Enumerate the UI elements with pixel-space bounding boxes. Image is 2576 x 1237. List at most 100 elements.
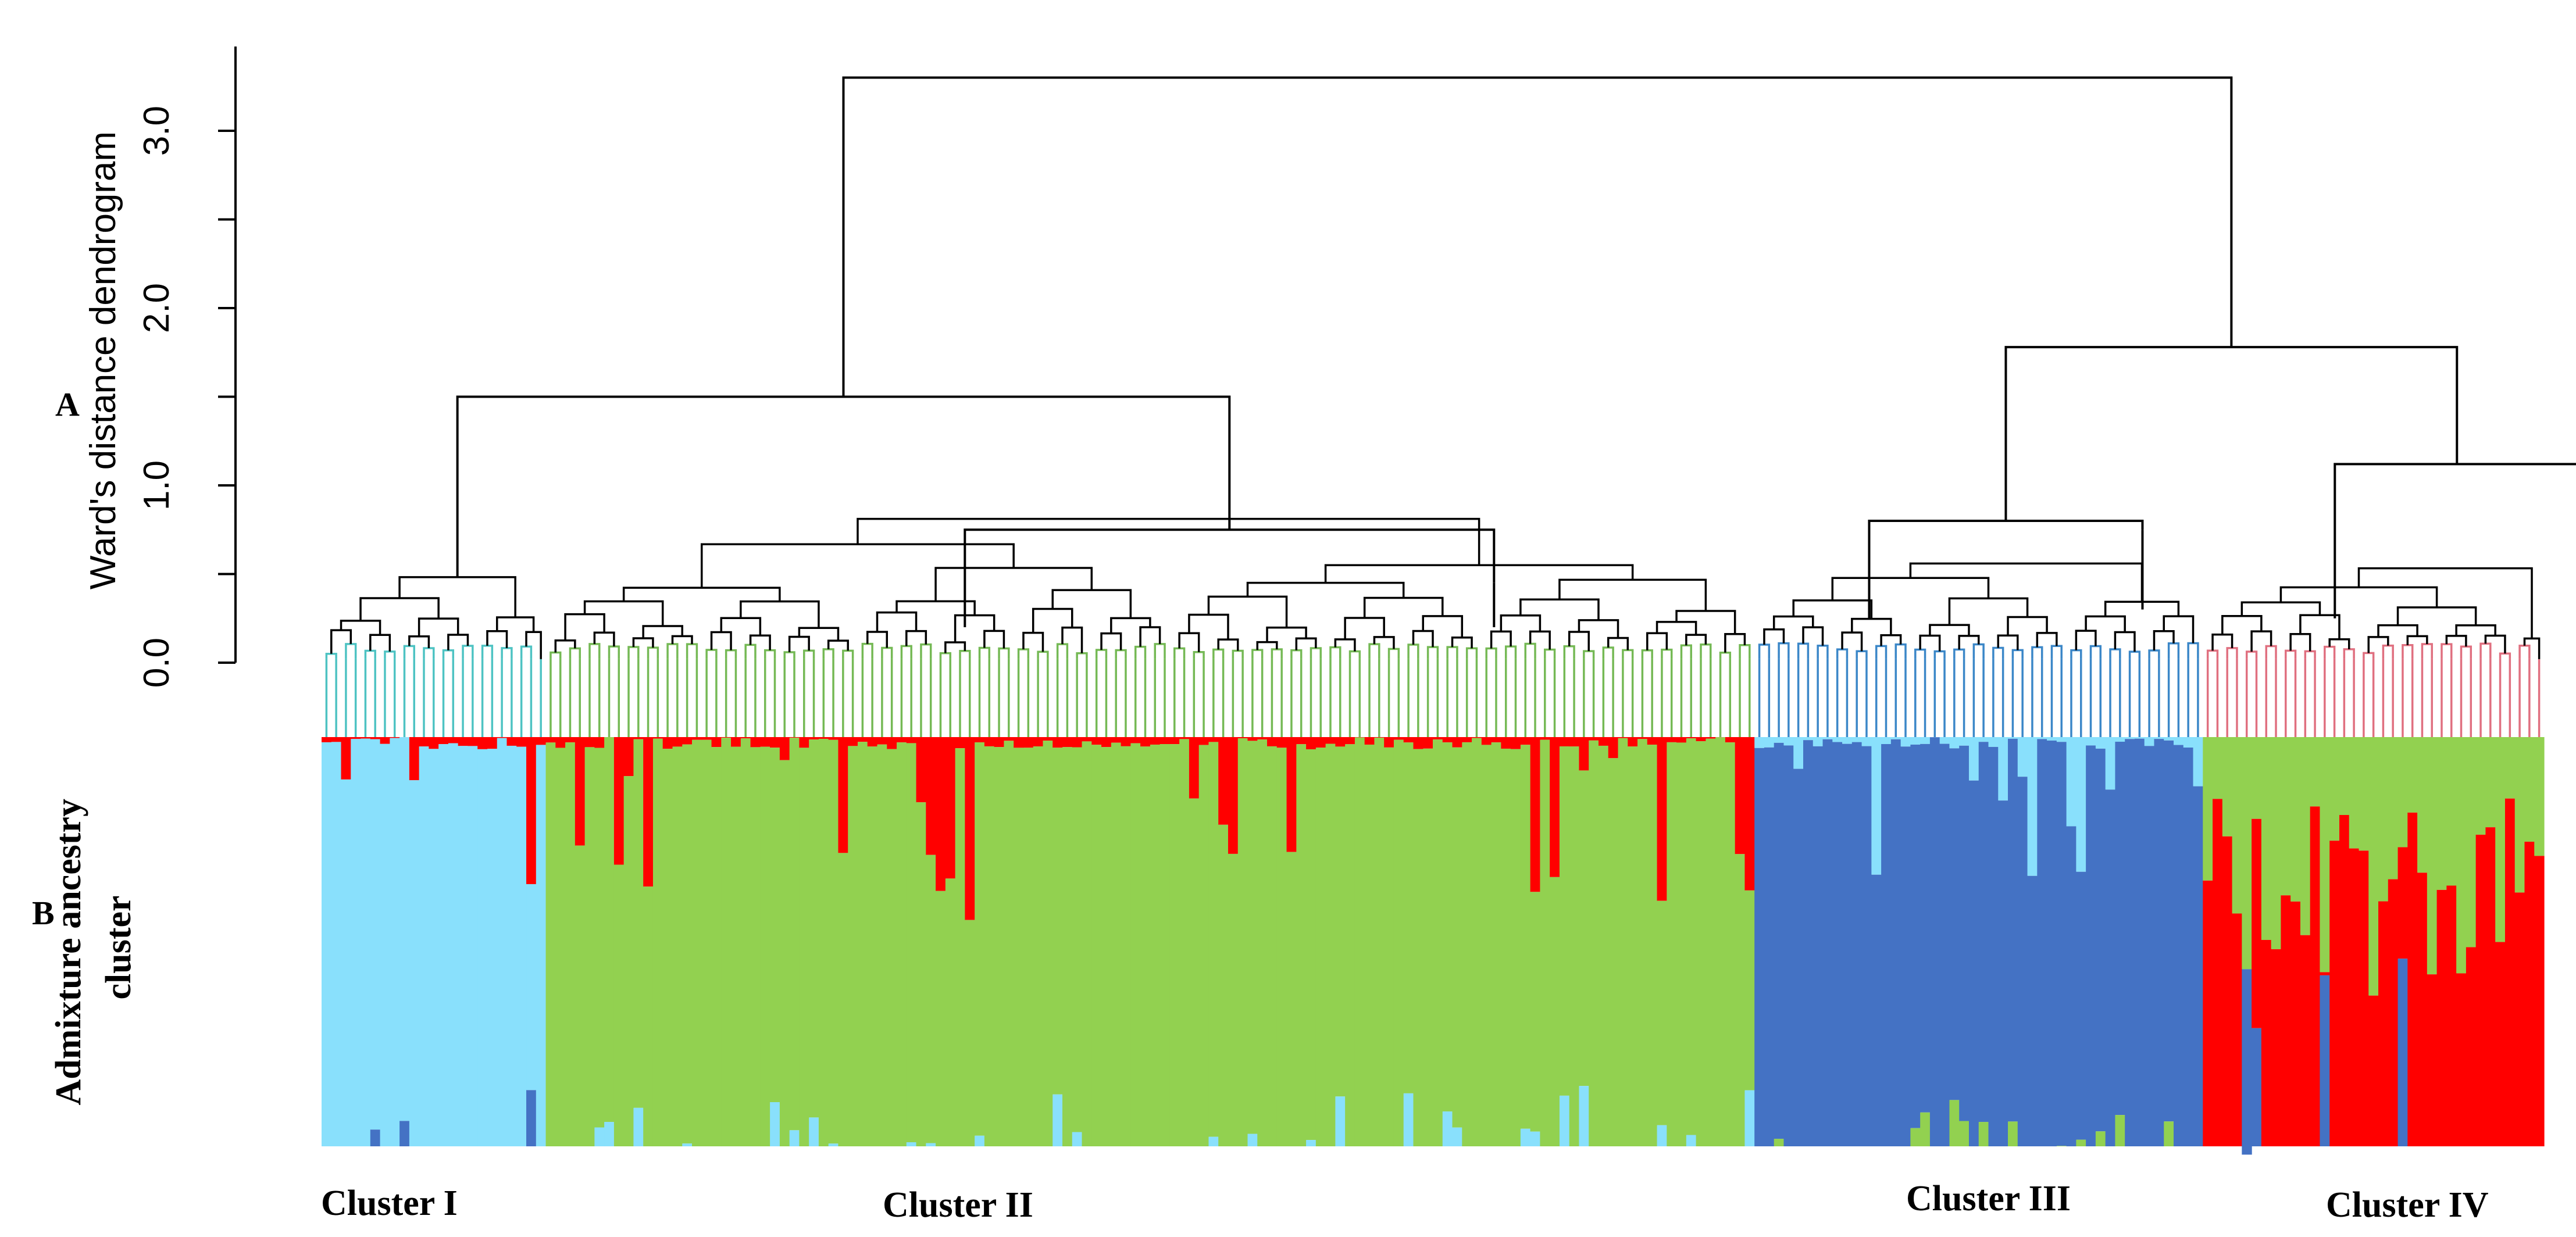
admixture-segment-ancestry-2 (2359, 737, 2369, 851)
admixture-segment-ancestry-2 (838, 853, 848, 1146)
admixture-segment-ancestry-1 (1803, 737, 1814, 741)
subtree-merge (1933, 650, 1946, 659)
admixture-segment-ancestry-4 (994, 737, 1005, 748)
admixture-segment-ancestry-4 (1345, 737, 1355, 745)
admixture-segment-ancestry-2 (1179, 739, 1190, 1146)
admixture-segment-ancestry-4 (2397, 847, 2408, 959)
admixture-segment-ancestry-4 (1393, 737, 1404, 740)
subtree-merge (1758, 643, 1771, 659)
subtree-merge (1256, 641, 1278, 650)
admixture-segment-ancestry-2 (1657, 900, 1667, 1125)
admixture-segment-ancestry-4 (1082, 737, 1092, 742)
admixture-segment-ancestry-3 (1832, 742, 1843, 1146)
admixture-segment-ancestry-1 (1949, 737, 1960, 749)
admixture-segment-ancestry-2 (740, 738, 751, 1146)
admixture-segment-ancestry-4 (584, 737, 595, 748)
admixture-segment-ancestry-4 (1033, 737, 1044, 747)
admixture-segment-ancestry-4 (857, 737, 868, 742)
admixture-segment-ancestry-4 (1608, 737, 1619, 759)
admixture-segment-ancestry-4 (2310, 806, 2321, 1146)
admixture-segment-ancestry-4 (1062, 737, 1073, 748)
subtree-merge (2007, 616, 2048, 636)
subtree-merge (1251, 649, 1264, 659)
admixture-segment-ancestry-4 (2456, 973, 2467, 1146)
admixture-segment-ancestry-2 (1491, 742, 1501, 1146)
admixture-segment-ancestry-4 (380, 737, 390, 744)
admixture-segment-ancestry-2 (2329, 737, 2340, 841)
admixture-segment-ancestry-1 (1959, 737, 1970, 746)
admixture-segment-ancestry-4 (936, 737, 946, 891)
admixture-segment-ancestry-3 (1929, 737, 1940, 1146)
admixture-segment-ancestry-1 (1306, 1140, 1316, 1146)
subtree-merge (486, 630, 508, 648)
subtree-merge (2343, 648, 2355, 659)
admixture-segment-ancestry-2 (1706, 738, 1716, 1146)
admixture-segment-ancestry-4 (1579, 737, 1589, 771)
admixture-segment-ancestry-3 (399, 1121, 410, 1146)
admixture-segment-ancestry-4 (1091, 737, 1102, 745)
subtree-merge (554, 639, 576, 653)
admixture-segment-ancestry-1 (1744, 1090, 1755, 1146)
subtree-merge (939, 652, 951, 659)
subtree-merge (895, 600, 976, 616)
admixture-segment-ancestry-1 (809, 1117, 819, 1146)
admixture-segment-ancestry-4 (2378, 901, 2389, 1146)
subtree-merge (2245, 650, 2258, 659)
admixture-segment-ancestry-4 (468, 737, 478, 746)
subtree-merge (1134, 645, 1147, 659)
admixture-segment-ancestry-3 (1754, 748, 1765, 1146)
admixture-segment-ancestry-2 (848, 746, 858, 1146)
admixture-segment-ancestry-2 (1579, 770, 1589, 1086)
admixture-segment-ancestry-1 (1579, 1086, 1589, 1146)
admixture-segment-ancestry-2 (1608, 758, 1619, 1146)
subtree-merge (2285, 649, 2297, 659)
subtree-merge (359, 597, 440, 621)
admixture-segment-ancestry-1 (2037, 737, 2047, 739)
admixture-segment-ancestry-2 (2504, 737, 2516, 799)
admixture-segment-ancestry-2 (2417, 737, 2428, 873)
admixture-segment-ancestry-2 (2368, 737, 2379, 996)
admixture-segment-ancestry-2 (1023, 748, 1034, 1146)
admixture-segment-ancestry-4 (975, 737, 985, 743)
admixture-segment-ancestry-3 (1949, 748, 1960, 1100)
admixture-segment-ancestry-2 (1978, 1122, 1989, 1146)
admixture-segment-ancestry-2 (2534, 737, 2545, 856)
admixture-segment-ancestry-4 (1637, 737, 1648, 739)
dendrogram-y-label: Ward's distance dendrogram (83, 131, 123, 589)
admixture-segment-ancestry-2 (965, 920, 975, 1146)
subtree-merge (920, 643, 932, 659)
subtree-merge (2324, 645, 2336, 659)
admixture-segment-ancestry-2 (2514, 737, 2525, 893)
admixture-segment-ancestry-2 (877, 744, 887, 1146)
admixture-segment-ancestry-2 (1335, 746, 1346, 1097)
subtree-merge (462, 645, 474, 659)
admixture-segment-ancestry-1 (487, 749, 498, 1146)
admixture-segment-ancestry-4 (2261, 939, 2272, 1146)
admixture-segment-ancestry-3 (2397, 959, 2408, 1146)
admixture-segment-ancestry-2 (1315, 748, 1326, 1146)
admixture-segment-ancestry-4 (1559, 737, 1570, 746)
admixture-segment-ancestry-2 (2475, 737, 2486, 835)
cluster-label-iv: Cluster IV (2326, 1185, 2489, 1225)
admixture-segment-ancestry-1 (448, 743, 459, 1146)
admixture-segment-ancestry-4 (536, 737, 547, 745)
subtree-merge (403, 645, 415, 659)
admixture-segment-ancestry-2 (2261, 737, 2272, 940)
subtree-merge (1334, 638, 1356, 652)
admixture-segment-ancestry-2 (1198, 745, 1209, 1146)
subtree-merge (1426, 646, 1439, 659)
admixture-segment-ancestry-4 (545, 737, 556, 743)
subtree-merge (1646, 632, 1668, 650)
admixture-segment-ancestry-4 (887, 737, 897, 749)
subtree-merge (1578, 619, 1619, 638)
subtree-merge (1485, 647, 1497, 659)
admixture-segment-ancestry-2 (1393, 739, 1404, 1146)
admixture-segment-ancestry-2 (1501, 748, 1511, 1146)
admixture-segment-ancestry-2 (1744, 890, 1755, 1091)
subtree-merge (2304, 650, 2316, 659)
admixture-segment-ancestry-2 (789, 738, 800, 1131)
subtree-merge (481, 645, 494, 659)
subtree-merge (1763, 628, 1785, 645)
subtree-merge (671, 635, 693, 645)
